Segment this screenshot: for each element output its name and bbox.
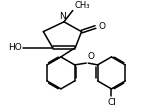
Text: O: O — [98, 22, 105, 32]
Text: HO: HO — [8, 43, 22, 52]
Text: N: N — [60, 12, 66, 21]
Text: O: O — [87, 52, 94, 61]
Text: Cl: Cl — [107, 98, 116, 107]
Text: CH₃: CH₃ — [74, 1, 90, 10]
